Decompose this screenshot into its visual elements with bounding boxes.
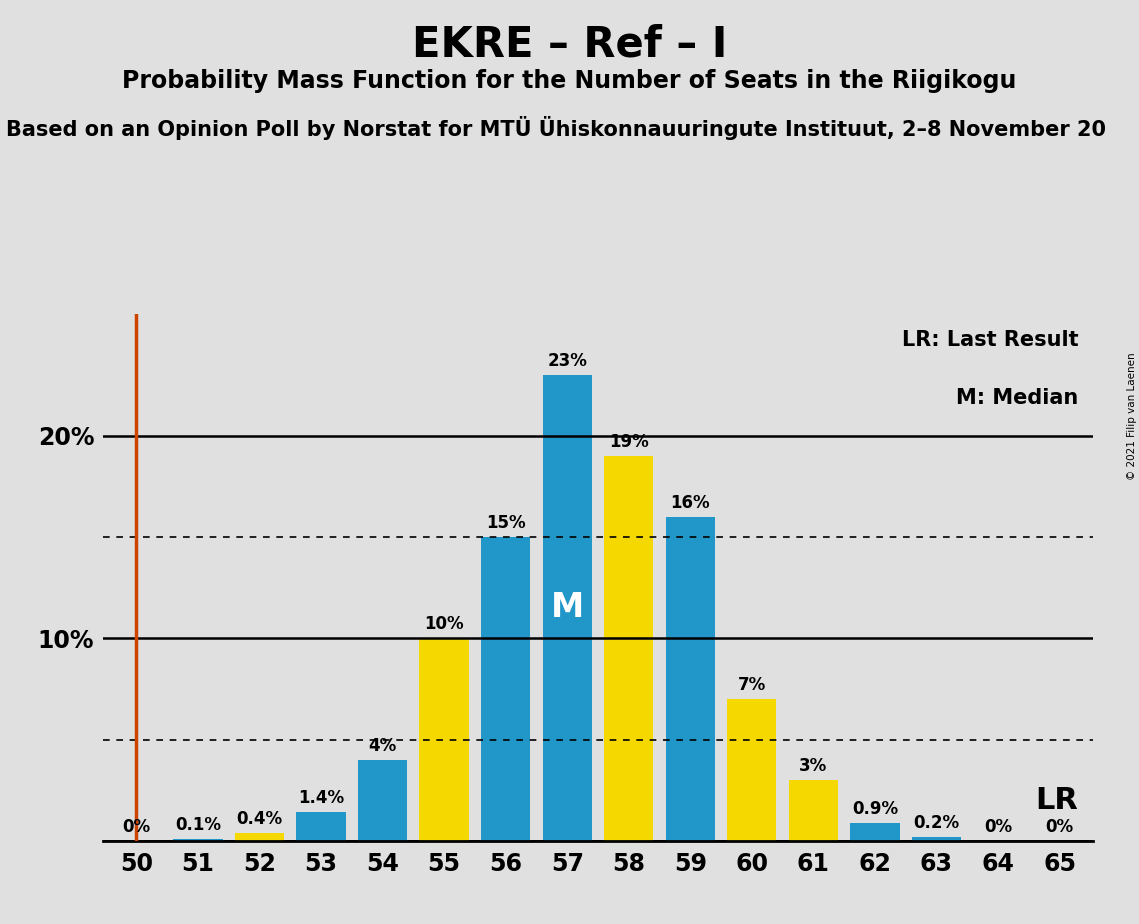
Bar <box>604 456 654 841</box>
Text: Based on an Opinion Poll by Norstat for MTÜ Ühiskonnauuringute Instituut, 2–8 No: Based on an Opinion Poll by Norstat for … <box>6 116 1106 140</box>
Bar <box>727 699 777 841</box>
Text: 0%: 0% <box>1046 818 1074 836</box>
Bar <box>542 375 592 841</box>
Text: 10%: 10% <box>425 615 464 633</box>
Text: 0.2%: 0.2% <box>913 814 959 832</box>
Text: LR: Last Result: LR: Last Result <box>902 330 1079 350</box>
Text: Probability Mass Function for the Number of Seats in the Riigikogu: Probability Mass Function for the Number… <box>122 69 1017 93</box>
Bar <box>419 638 469 841</box>
Text: © 2021 Filip van Laenen: © 2021 Filip van Laenen <box>1126 352 1137 480</box>
Bar <box>851 822 900 841</box>
Bar <box>358 760 407 841</box>
Text: EKRE – Ref – I: EKRE – Ref – I <box>412 23 727 65</box>
Text: 0.4%: 0.4% <box>237 809 282 828</box>
Text: 0.9%: 0.9% <box>852 799 898 818</box>
Text: 0.1%: 0.1% <box>175 816 221 833</box>
Text: 1.4%: 1.4% <box>298 789 344 808</box>
Bar <box>789 780 838 841</box>
Text: 16%: 16% <box>671 493 710 512</box>
Bar <box>665 517 715 841</box>
Text: 15%: 15% <box>486 514 525 532</box>
Bar <box>235 833 284 841</box>
Text: 7%: 7% <box>738 676 765 694</box>
Text: 0%: 0% <box>122 818 150 836</box>
Bar <box>296 812 345 841</box>
Text: 19%: 19% <box>609 433 648 451</box>
Text: 3%: 3% <box>800 757 828 775</box>
Bar <box>173 839 222 841</box>
Text: M: M <box>550 591 584 625</box>
Bar <box>912 837 961 841</box>
Text: 23%: 23% <box>547 352 587 370</box>
Bar <box>481 537 531 841</box>
Text: 4%: 4% <box>368 736 396 755</box>
Text: M: Median: M: Median <box>957 388 1079 407</box>
Text: LR: LR <box>1035 785 1079 815</box>
Text: 0%: 0% <box>984 818 1013 836</box>
